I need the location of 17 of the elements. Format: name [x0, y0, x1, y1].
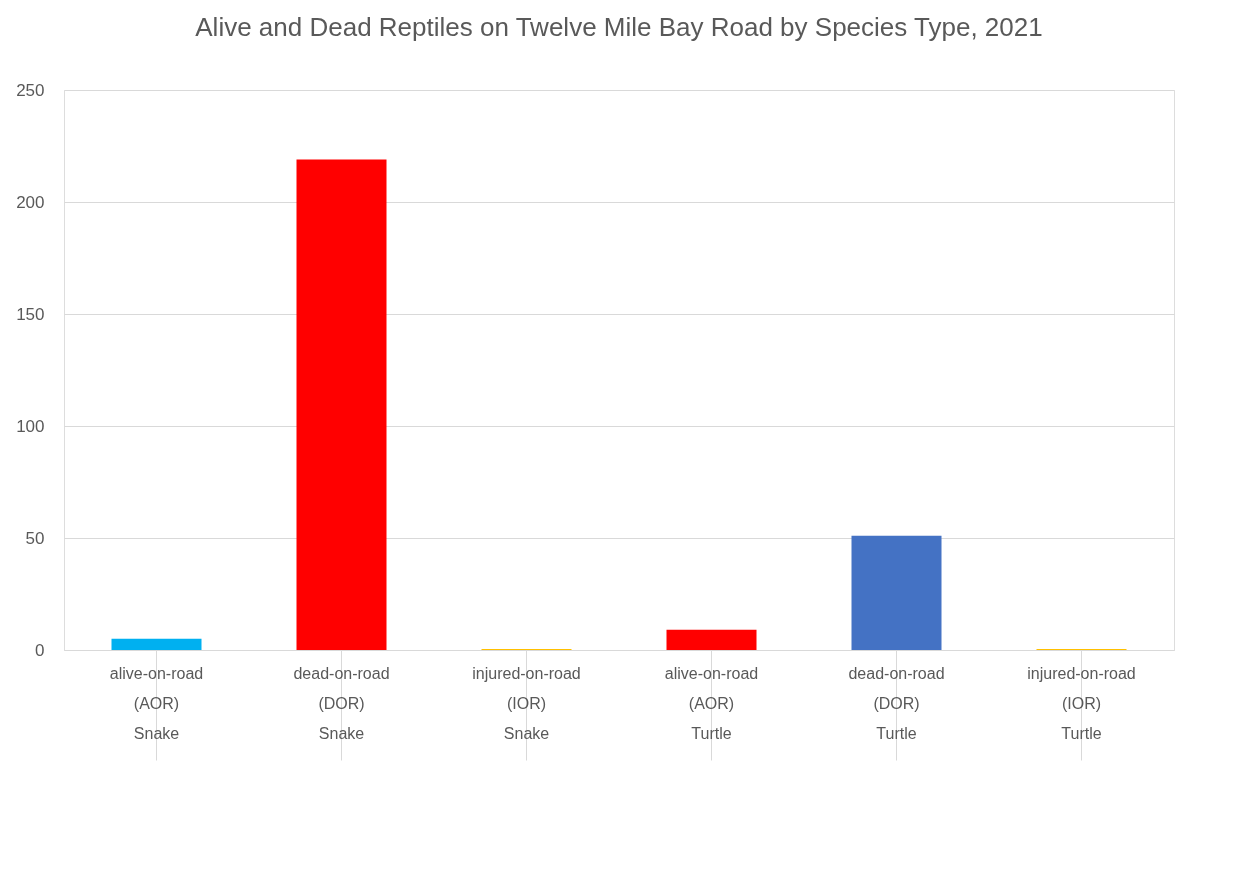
- x-tick-label: injured-on-road (IOR) Snake: [472, 664, 581, 742]
- bar: [666, 629, 757, 650]
- x-tick-label: alive-on-road (AOR) Turtle: [664, 664, 759, 742]
- y-tick-label: 200: [16, 192, 45, 212]
- bar: [851, 535, 942, 650]
- bar: [296, 159, 387, 650]
- chart-title: Alive and Dead Reptiles on Twelve Mile Bay Road by Species Type, 2021: [195, 12, 1043, 42]
- y-tick-label: 0: [35, 640, 45, 660]
- y-tick-label: 100: [16, 416, 45, 436]
- y-tick-label: 50: [25, 528, 45, 548]
- x-tick-label: alive-on-road (AOR) Snake: [109, 664, 204, 742]
- x-tick-label: injured-on-road (IOR) Turtle: [1027, 664, 1136, 742]
- x-tick-label: dead-on-road (DOR) Turtle: [848, 664, 945, 742]
- y-tick-label: 250: [16, 80, 45, 100]
- y-tick-label: 150: [16, 304, 45, 324]
- x-tick-label: dead-on-road (DOR) Snake: [293, 664, 390, 742]
- bar: [111, 638, 202, 650]
